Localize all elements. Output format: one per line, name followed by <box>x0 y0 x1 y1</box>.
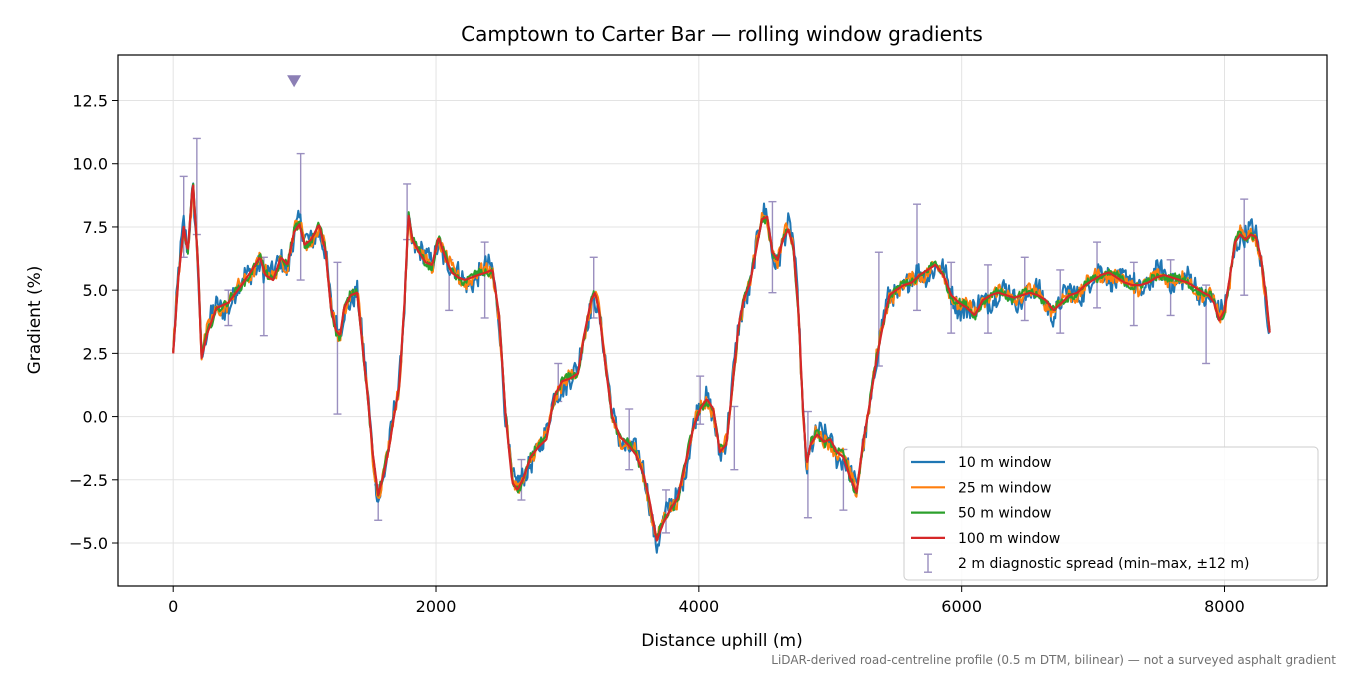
legend-label: 50 m window <box>958 506 1051 522</box>
peak-marker-layer <box>287 75 302 88</box>
chart-title: Camptown to Carter Bar — rolling window … <box>461 22 983 46</box>
x-axis-label: Distance uphill (m) <box>641 631 802 651</box>
y-axis-ticks: −5.0 −2.5 0.0 2.5 5.0 7.5 10.0 12.5 <box>69 92 118 553</box>
y-tick-label: −2.5 <box>69 471 108 490</box>
y-tick-label: 0.0 <box>83 408 108 427</box>
legend-box <box>903 446 1319 581</box>
footnote: LiDAR-derived road-centreline profile (0… <box>771 653 1336 667</box>
legend-entry: 100 m window <box>911 531 1060 547</box>
y-axis-label: Gradient (%) <box>25 266 45 375</box>
legend-entry: 25 m window <box>911 480 1051 496</box>
y-tick-label: −5.0 <box>69 534 108 553</box>
legend-entry: 50 m window <box>911 506 1051 522</box>
spread-error-bar <box>625 408 634 471</box>
x-tick-label: 6000 <box>941 597 982 616</box>
legend-entry: 2 m diagnostic spread (min–max, ±12 m) <box>924 553 1249 573</box>
spread-error-bar <box>1166 259 1175 317</box>
series-line-100m <box>172 184 1271 542</box>
legend: 10 m window 25 m window 50 m window 100 m w… <box>903 446 1319 581</box>
spread-error-bars <box>179 137 1249 534</box>
series-lines <box>172 182 1271 554</box>
y-tick-label: 12.5 <box>72 92 108 111</box>
legend-label: 100 m window <box>958 531 1060 547</box>
y-tick-label: 2.5 <box>83 344 108 363</box>
y-tick-label: 10.0 <box>72 155 108 174</box>
spread-error-bar <box>480 241 489 319</box>
legend-items: 10 m window 25 m window 50 m window 100 m w… <box>911 455 1249 573</box>
peak-triangle-marker <box>287 75 302 88</box>
x-tick-label: 2000 <box>416 597 457 616</box>
y-tick-label: 5.0 <box>83 281 108 300</box>
x-axis-ticks: 0 2000 4000 6000 8000 <box>168 586 1245 616</box>
x-tick-label: 4000 <box>678 597 719 616</box>
legend-label: 2 m diagnostic spread (min–max, ±12 m) <box>958 556 1249 572</box>
x-tick-label: 0 <box>168 597 178 616</box>
spread-error-bar <box>912 203 921 312</box>
legend-label: 10 m window <box>958 455 1051 471</box>
y-tick-label: 7.5 <box>83 218 108 237</box>
x-tick-label: 8000 <box>1204 597 1245 616</box>
plot-frame <box>117 54 1328 587</box>
legend-label: 25 m window <box>958 480 1051 496</box>
legend-entry: 10 m window <box>911 455 1051 471</box>
